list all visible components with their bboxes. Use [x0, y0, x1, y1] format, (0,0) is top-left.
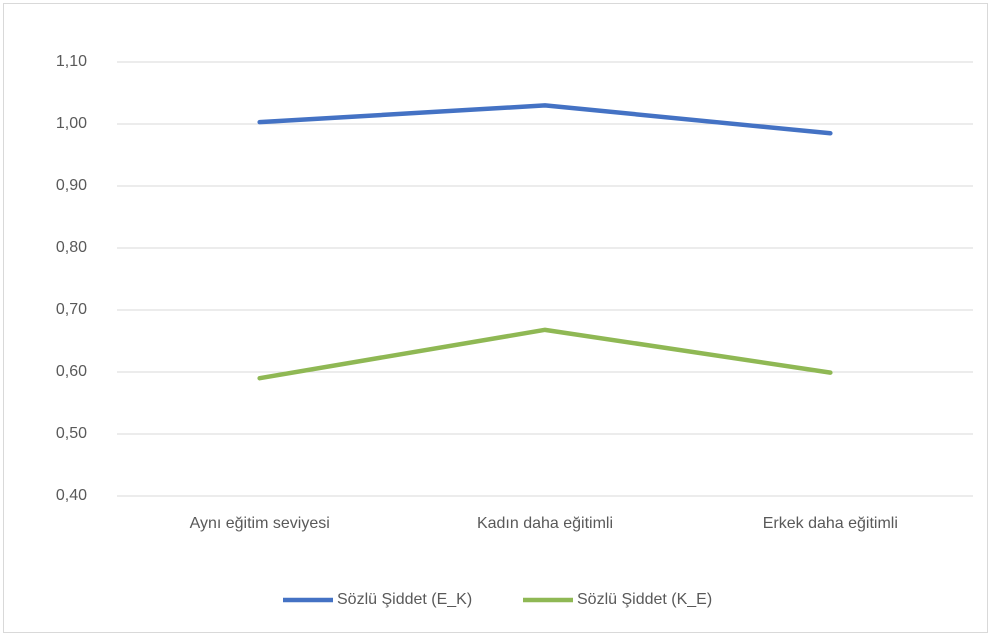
chart-border: [3, 3, 988, 633]
y-tick-label: 0,80: [56, 239, 87, 256]
y-tick-label: 0,40: [56, 487, 87, 504]
x-tick-label: Kadın daha eğitimli: [477, 515, 613, 532]
x-tick-label: Aynı eğitim seviyesi: [190, 515, 330, 532]
series-line: [257, 103, 833, 136]
y-tick-label: 0,90: [56, 177, 87, 194]
series-line: [257, 327, 833, 381]
y-tick-label: 1,00: [56, 115, 87, 132]
y-tick-label: 0,50: [56, 425, 87, 442]
y-tick-label: 0,60: [56, 363, 87, 380]
y-tick-label: 0,70: [56, 301, 87, 318]
x-tick-label: Erkek daha eğitimli: [763, 515, 898, 532]
legend-label: Sözlü Şiddet (K_E): [577, 591, 712, 608]
legend-label: Sözlü Şiddet (E_K): [337, 591, 472, 608]
y-tick-label: 1,10: [56, 53, 87, 70]
